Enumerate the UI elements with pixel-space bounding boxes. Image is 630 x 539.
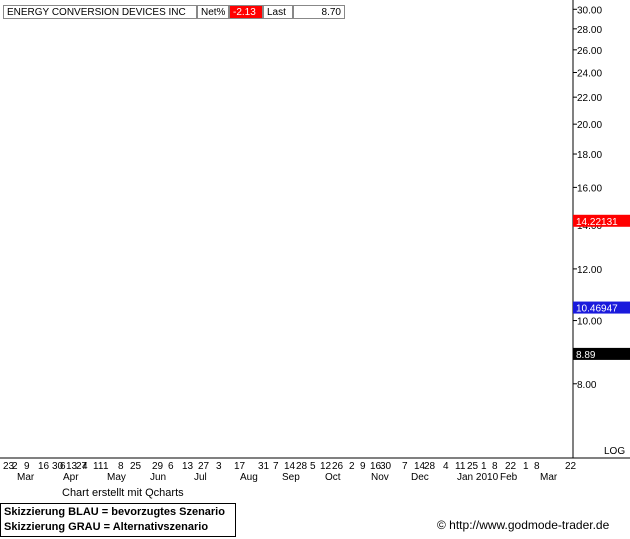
x-month-label: May xyxy=(107,472,126,483)
x-day-label: 1 xyxy=(103,461,109,472)
x-day-label: 7 xyxy=(402,461,408,472)
last-value: 8.70 xyxy=(293,5,345,19)
y-tick-label: 26.00 xyxy=(577,46,602,57)
net-percent-label: Net% xyxy=(197,5,229,19)
x-day-label: 22 xyxy=(565,461,577,472)
x-day-label: 8 xyxy=(492,461,498,472)
x-day-label: 28 xyxy=(296,461,308,472)
y-tick-label: 22.00 xyxy=(577,93,602,104)
x-day-label: 23 xyxy=(3,461,15,472)
x-month-label: Sep xyxy=(282,472,300,483)
x-day-label: 2 xyxy=(12,461,18,472)
y-tick-label: 12.00 xyxy=(577,265,602,276)
price-tag-box xyxy=(573,301,630,314)
x-day-label: 7 xyxy=(273,461,279,472)
x-month-label: Apr xyxy=(63,472,79,483)
y-axis: 30.00 28.00 26.00 24.00 22.00 20.00 18.00 16.00… xyxy=(0,0,630,459)
chart-credit: Chart erstellt mit Qcharts xyxy=(62,487,184,499)
x-month-label: Jun xyxy=(150,472,166,483)
x-month-label: Feb xyxy=(500,472,518,483)
x-day-label: 30 xyxy=(52,461,64,472)
x-day-label: 14 xyxy=(414,461,426,472)
price-tags: 14.22131 10.46947 8.89 xyxy=(573,214,630,361)
plot-background xyxy=(0,0,630,459)
legend-gray: Skizzierung GRAU = Alternativszenario xyxy=(4,521,209,533)
x-day-label: 17 xyxy=(234,461,246,472)
x-day-label: 26 xyxy=(332,461,344,472)
price-tag-label: 10.46947 xyxy=(576,304,618,315)
y-tick-label: 30.00 xyxy=(577,5,602,16)
x-day-label: 1 xyxy=(523,461,529,472)
x-day-label: 14 xyxy=(284,461,296,472)
x-day-label: 12 xyxy=(320,461,332,472)
x-day-label: 30 xyxy=(380,461,392,472)
x-day-label: 13 xyxy=(66,461,78,472)
x-day-label: 22 xyxy=(505,461,517,472)
instrument-name: ENERGY CONVERSION DEVICES INC xyxy=(3,5,197,19)
x-day-label: 16 xyxy=(370,461,382,472)
x-day-label: 8 xyxy=(534,461,540,472)
x-day-label: 4 xyxy=(82,461,88,472)
x-month-label: Aug xyxy=(240,472,258,483)
x-month-label: Jan 2010 xyxy=(457,472,499,483)
x-day-label: 2 xyxy=(349,461,355,472)
x-day-label: 6 xyxy=(60,461,66,472)
x-day-label: 8 xyxy=(118,461,124,472)
source-url: © http://www.godmode-trader.de xyxy=(437,518,610,532)
y-tick-label: 28.00 xyxy=(577,25,602,36)
x-day-label: 9 xyxy=(360,461,366,472)
x-day-label: 3 xyxy=(216,461,222,472)
x-day-label: 6 xyxy=(168,461,174,472)
y-tick-label: 18.00 xyxy=(577,150,602,161)
x-day-label: 25 xyxy=(130,461,142,472)
x-month-label: Dec xyxy=(411,472,429,483)
x-month-label: Mar xyxy=(17,472,35,483)
y-tick-label: 20.00 xyxy=(577,120,602,131)
x-day-label: 25 xyxy=(467,461,479,472)
price-tag-box xyxy=(573,214,630,227)
x-month-label: Oct xyxy=(325,472,341,483)
x-day-label: 16 xyxy=(38,461,50,472)
y-tick-label: 24.00 xyxy=(577,69,602,80)
x-day-label: 1 xyxy=(481,461,487,472)
x-month-label: Nov xyxy=(371,472,389,483)
legend-blue: Skizzierung BLAU = bevorzugtes Szenario xyxy=(4,506,225,518)
x-day-label: 29 xyxy=(152,461,164,472)
log-scale-label: LOG xyxy=(604,446,625,457)
last-label: Last xyxy=(263,5,293,19)
price-tag-label: 14.22131 xyxy=(576,217,618,228)
price-tag-box xyxy=(573,347,630,360)
net-percent-value: -2.13 xyxy=(229,5,263,19)
y-tick-label: 8.00 xyxy=(577,380,597,391)
y-tick-label: 10.00 xyxy=(577,317,602,328)
x-day-label: 11 xyxy=(93,461,104,472)
x-day-label: 27 xyxy=(76,461,88,472)
x-day-label: 31 xyxy=(258,461,270,472)
price-tag-label: 8.89 xyxy=(576,350,596,361)
x-day-label: 11 xyxy=(455,461,466,472)
scenario-legend: Skizzierung BLAU = bevorzugtes Szenario … xyxy=(0,503,236,537)
x-day-label: 13 xyxy=(182,461,194,472)
x-day-label: 5 xyxy=(310,461,316,472)
x-month-label: Jul xyxy=(194,472,207,483)
x-day-label: 28 xyxy=(424,461,436,472)
x-month-label: Mar xyxy=(540,472,558,483)
x-day-label: 9 xyxy=(24,461,30,472)
x-day-label: 27 xyxy=(198,461,210,472)
x-day-label: 4 xyxy=(443,461,449,472)
y-tick-label: 16.00 xyxy=(577,183,602,194)
